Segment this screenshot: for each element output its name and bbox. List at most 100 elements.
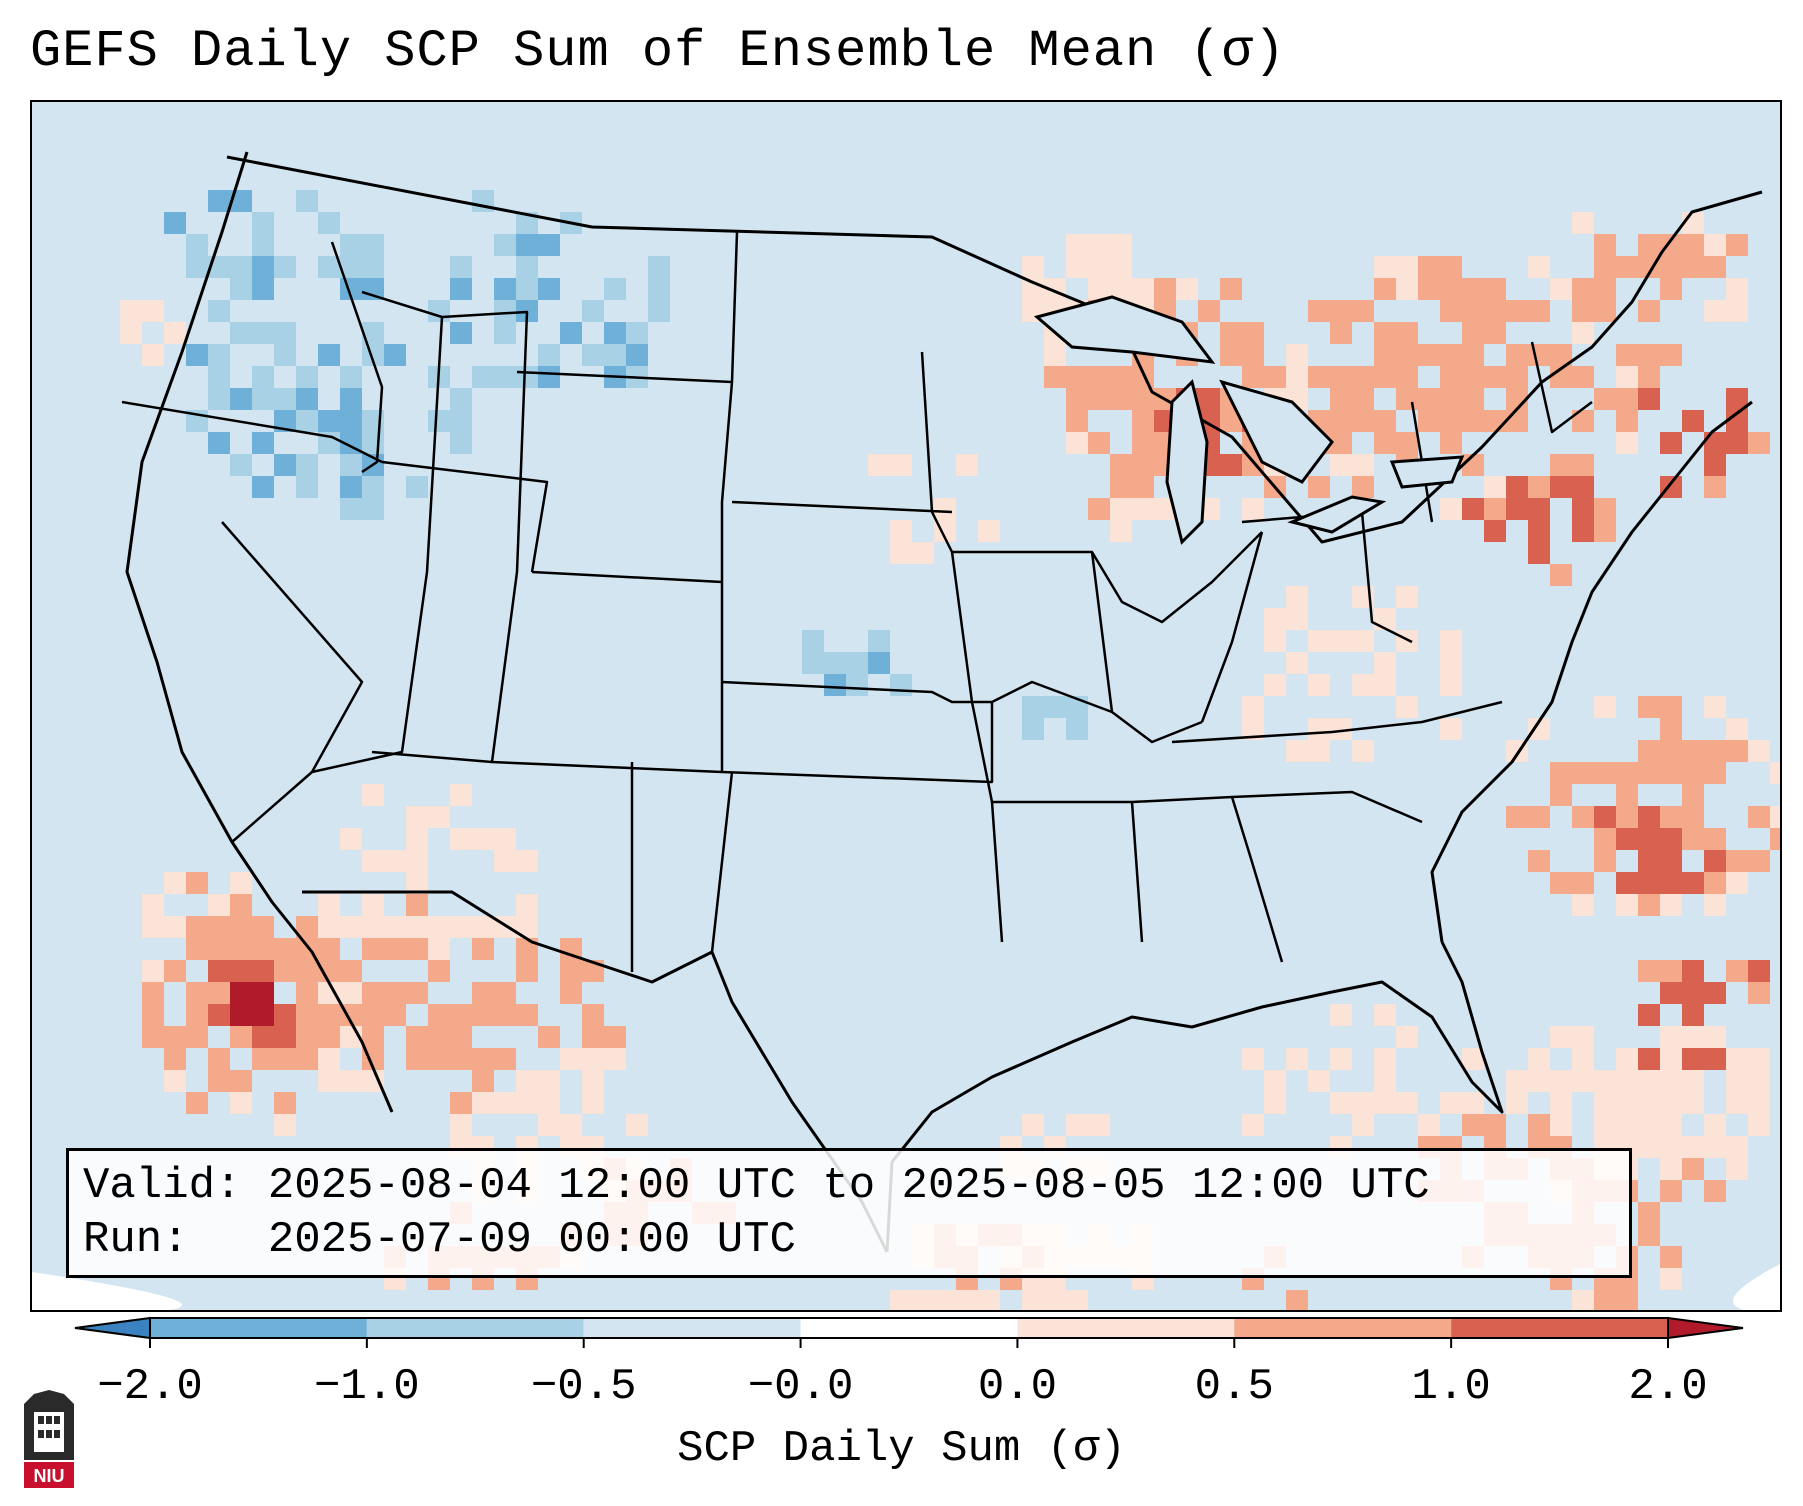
map-panel[interactable] bbox=[30, 100, 1782, 1312]
anomaly-cell bbox=[142, 982, 164, 1004]
anomaly-cell bbox=[1748, 432, 1770, 454]
anomaly-cell bbox=[538, 1092, 560, 1114]
anomaly-cell bbox=[1638, 1048, 1660, 1070]
anomaly-cell bbox=[1374, 410, 1396, 432]
anomaly-cell bbox=[1572, 322, 1594, 344]
anomaly-cell bbox=[494, 278, 516, 300]
anomaly-cell bbox=[1330, 388, 1352, 410]
anomaly-cell bbox=[1638, 300, 1660, 322]
colorbar-segment bbox=[366, 1318, 584, 1338]
anomaly-cell bbox=[516, 212, 538, 234]
anomaly-cell bbox=[1088, 388, 1110, 410]
anomaly-cell bbox=[1704, 432, 1726, 454]
anomaly-cell bbox=[1132, 454, 1154, 476]
anomaly-cell bbox=[1726, 872, 1748, 894]
anomaly-cell bbox=[1088, 432, 1110, 454]
anomaly-cell bbox=[142, 916, 164, 938]
anomaly-cell bbox=[252, 476, 274, 498]
anomaly-cell bbox=[1418, 1114, 1440, 1136]
anomaly-cell bbox=[582, 300, 604, 322]
anomaly-cell bbox=[164, 212, 186, 234]
anomaly-cell bbox=[1726, 1158, 1748, 1180]
anomaly-cell bbox=[1220, 322, 1242, 344]
anomaly-cell bbox=[538, 278, 560, 300]
anomaly-cell bbox=[1110, 234, 1132, 256]
map-canvas[interactable] bbox=[32, 102, 1782, 1312]
anomaly-cell bbox=[494, 234, 516, 256]
anomaly-cell bbox=[362, 982, 384, 1004]
anomaly-cell bbox=[1374, 366, 1396, 388]
anomaly-cell bbox=[516, 234, 538, 256]
anomaly-cell bbox=[208, 894, 230, 916]
anomaly-cell bbox=[1704, 696, 1726, 718]
anomaly-cell bbox=[186, 234, 208, 256]
anomaly-cell bbox=[428, 1048, 450, 1070]
anomaly-cell bbox=[1330, 322, 1352, 344]
anomaly-cell bbox=[890, 674, 912, 696]
anomaly-cell bbox=[450, 278, 472, 300]
anomaly-cell bbox=[1440, 674, 1462, 696]
anomaly-cell bbox=[626, 322, 648, 344]
anomaly-cell bbox=[890, 454, 912, 476]
anomaly-cell bbox=[1396, 322, 1418, 344]
anomaly-cell bbox=[538, 366, 560, 388]
anomaly-cell bbox=[1616, 344, 1638, 366]
lake-erie bbox=[1287, 495, 1387, 534]
anomaly-cell bbox=[1550, 344, 1572, 366]
anomaly-cell bbox=[1352, 1092, 1374, 1114]
anomaly-cell bbox=[890, 520, 912, 542]
anomaly-cell bbox=[1638, 740, 1660, 762]
anomaly-cell bbox=[1484, 278, 1506, 300]
anomaly-cell bbox=[1110, 476, 1132, 498]
anomaly-cell bbox=[362, 894, 384, 916]
anomaly-cell bbox=[1066, 718, 1088, 740]
anomaly-cell bbox=[1594, 388, 1616, 410]
anomaly-cell bbox=[1660, 806, 1682, 828]
anomaly-cell bbox=[1440, 344, 1462, 366]
anomaly-cell bbox=[1704, 256, 1726, 278]
anomaly-cell bbox=[1308, 366, 1330, 388]
anomaly-cell bbox=[450, 916, 472, 938]
colorbar-label: SCP Daily Sum (σ) bbox=[677, 1424, 1126, 1474]
anomaly-cell bbox=[1374, 1004, 1396, 1026]
anomaly-cell bbox=[1660, 1048, 1682, 1070]
anomaly-cell bbox=[1726, 278, 1748, 300]
niu-logo-text: NIU bbox=[34, 1466, 65, 1486]
anomaly-cell bbox=[428, 916, 450, 938]
anomaly-cell bbox=[1528, 344, 1550, 366]
anomaly-cell bbox=[340, 828, 362, 850]
anomaly-cell bbox=[1616, 388, 1638, 410]
anomaly-cell bbox=[1330, 454, 1352, 476]
anomaly-cell bbox=[494, 1092, 516, 1114]
anomaly-cell bbox=[1550, 564, 1572, 586]
anomaly-cell bbox=[1308, 740, 1330, 762]
anomaly-cell bbox=[1110, 454, 1132, 476]
anomaly-cell bbox=[274, 938, 296, 960]
anomaly-cell bbox=[1682, 784, 1704, 806]
anomaly-cell bbox=[1352, 740, 1374, 762]
anomaly-cell bbox=[1022, 718, 1044, 740]
anomaly-cell bbox=[1506, 806, 1528, 828]
anomaly-cell bbox=[1088, 1114, 1110, 1136]
anomaly-cell bbox=[1748, 982, 1770, 1004]
anomaly-cell bbox=[1198, 388, 1220, 410]
anomaly-cell bbox=[450, 410, 472, 432]
anomaly-cell bbox=[1440, 432, 1462, 454]
anomaly-cell bbox=[1066, 410, 1088, 432]
anomaly-cell bbox=[252, 212, 274, 234]
anomaly-cell bbox=[318, 344, 340, 366]
anomaly-cell bbox=[296, 410, 318, 432]
anomaly-cell bbox=[1374, 256, 1396, 278]
colorbar-segment bbox=[583, 1318, 801, 1338]
anomaly-cell bbox=[362, 256, 384, 278]
anomaly-cell bbox=[934, 498, 956, 520]
anomaly-cell bbox=[1726, 718, 1748, 740]
anomaly-cell bbox=[1352, 674, 1374, 696]
colorbar-segment bbox=[1234, 1318, 1452, 1338]
anomaly-cell bbox=[1660, 1158, 1682, 1180]
anomaly-cell bbox=[1418, 344, 1440, 366]
anomaly-cell bbox=[472, 1004, 494, 1026]
anomaly-cell bbox=[164, 916, 186, 938]
anomaly-cell bbox=[846, 652, 868, 674]
anomaly-cell bbox=[1396, 586, 1418, 608]
